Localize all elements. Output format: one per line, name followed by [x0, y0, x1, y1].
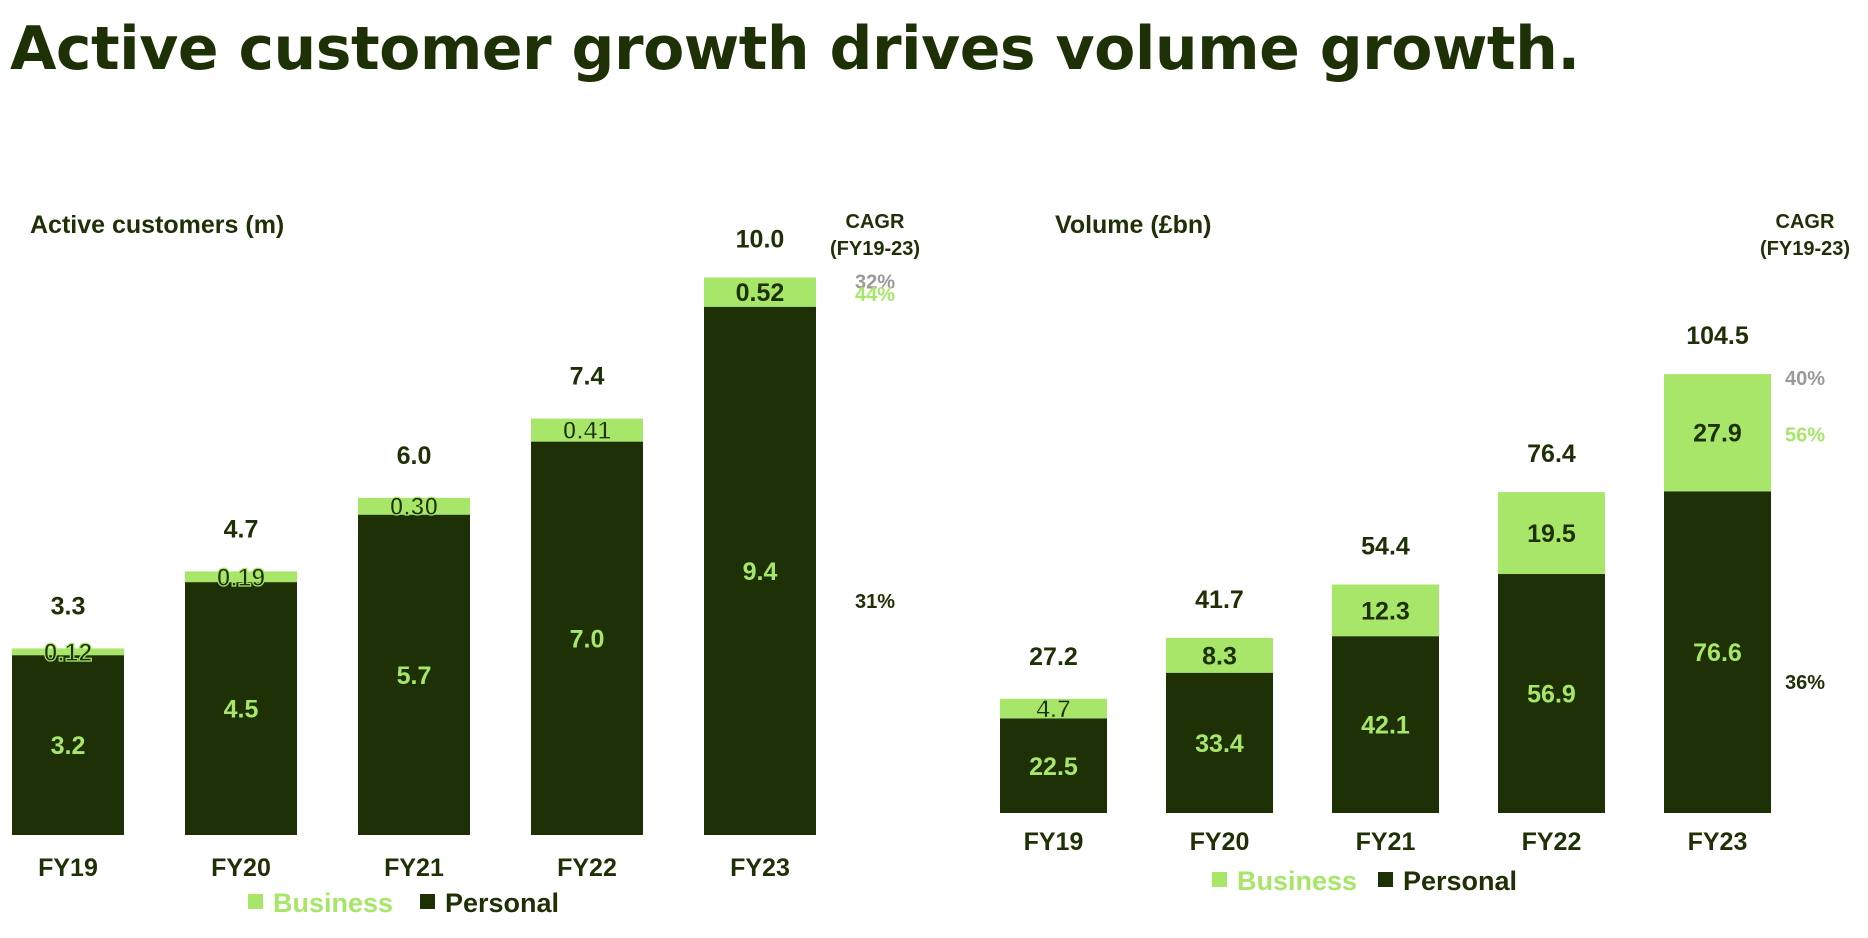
personal-bar — [1166, 672, 1273, 813]
personal-value-label: 22.5 — [1029, 753, 1078, 781]
legend-personal-label: Personal — [1403, 866, 1517, 896]
x-tick-label: FY20 — [211, 854, 271, 882]
personal-bar — [185, 582, 297, 835]
business-bar — [1664, 374, 1771, 492]
x-tick-label: FY19 — [1024, 828, 1084, 856]
business-bar — [185, 571, 297, 583]
personal-bar — [358, 514, 470, 835]
cagr-total-value: 32% — [855, 271, 895, 293]
business-bar — [1498, 492, 1605, 575]
chart-title: Active customers (m) — [30, 211, 284, 239]
total-value-label: 104.5 — [1686, 322, 1749, 350]
business-value-label: 8.3 — [1202, 642, 1237, 670]
total-value-label: 76.4 — [1527, 440, 1576, 468]
personal-bar — [531, 441, 643, 835]
legend-personal-label: Personal — [445, 888, 559, 918]
cagr-personal-value: 36% — [1785, 672, 1825, 694]
business-value-label: 0.41 — [563, 417, 612, 445]
personal-value-label: 4.5 — [224, 696, 259, 724]
total-value-label: 41.7 — [1195, 586, 1244, 614]
x-tick-label: FY22 — [1522, 828, 1582, 856]
cagr-business-value: 56% — [1785, 425, 1825, 447]
total-value-label: 27.2 — [1029, 643, 1078, 671]
cagr-total-value: 40% — [1785, 368, 1825, 390]
cagr-period: (FY19-23) — [1760, 238, 1850, 260]
legend-business-swatch — [1212, 872, 1227, 887]
business-value-label: 0.19 — [217, 564, 266, 592]
total-value-label: 4.7 — [224, 515, 259, 543]
x-tick-label: FY22 — [557, 854, 617, 882]
volume-chart: Volume (£bn) CAGR (FY19-23) 22.5 4.7 27.2 FY19… — [1000, 211, 1850, 896]
business-value-label: 27.9 — [1693, 420, 1742, 448]
cagr-header: CAGR — [846, 211, 905, 233]
legend-business-swatch — [248, 894, 263, 909]
personal-bar — [1332, 636, 1439, 813]
legend-personal-swatch — [1378, 872, 1393, 887]
personal-value-label: 42.1 — [1361, 712, 1410, 740]
business-value-label: 4.7 — [1036, 696, 1071, 724]
x-tick-label: FY20 — [1190, 828, 1250, 856]
personal-value-label: 76.6 — [1693, 639, 1742, 667]
personal-bar — [1000, 718, 1107, 813]
business-value-label: 0.12 — [44, 639, 93, 667]
personal-bar — [12, 655, 124, 835]
total-value-label: 7.4 — [570, 363, 605, 391]
business-bar — [1332, 584, 1439, 637]
business-bar — [1000, 698, 1107, 719]
personal-value-label: 9.4 — [743, 558, 778, 586]
business-value-label: 0.30 — [390, 493, 439, 521]
business-bar — [358, 497, 470, 515]
cagr-header: CAGR — [1776, 211, 1835, 233]
legend-personal-swatch — [420, 894, 435, 909]
personal-value-label: 56.9 — [1527, 681, 1576, 709]
legend-business-label: Business — [273, 888, 393, 918]
personal-value-label: 5.7 — [397, 662, 432, 690]
x-tick-label: FY19 — [38, 854, 98, 882]
x-tick-label: FY21 — [1356, 828, 1416, 856]
personal-bar — [704, 306, 816, 836]
business-bar — [531, 418, 643, 442]
active-customers-chart: Active customers (m) CAGR (FY19-23) 3.2 0.12… — [12, 211, 920, 918]
personal-value-label: 33.4 — [1195, 730, 1244, 758]
total-value-label: 10.0 — [736, 225, 785, 253]
personal-bar — [1664, 491, 1771, 813]
cagr-business-value: 44% — [855, 284, 895, 306]
business-bar — [704, 277, 816, 307]
total-value-label: 6.0 — [397, 442, 432, 470]
business-value-label: 12.3 — [1361, 597, 1410, 625]
x-tick-label: FY23 — [730, 854, 790, 882]
personal-value-label: 3.2 — [51, 732, 86, 760]
business-value-label: 19.5 — [1527, 520, 1576, 548]
chart-title: Volume (£bn) — [1055, 211, 1211, 239]
page-title: Active customer growth drives volume gro… — [10, 14, 1580, 84]
personal-bar — [1498, 574, 1605, 813]
x-tick-label: FY23 — [1688, 828, 1748, 856]
personal-value-label: 7.0 — [570, 625, 605, 653]
x-tick-label: FY21 — [384, 854, 444, 882]
cagr-period: (FY19-23) — [830, 238, 920, 260]
business-value-label: 0.52 — [736, 279, 785, 307]
cagr-personal-value: 31% — [855, 591, 895, 613]
total-value-label: 3.3 — [51, 592, 86, 620]
legend-business-label: Business — [1237, 866, 1357, 896]
total-value-label: 54.4 — [1361, 533, 1410, 561]
business-bar — [12, 648, 124, 656]
business-bar — [1166, 637, 1273, 673]
